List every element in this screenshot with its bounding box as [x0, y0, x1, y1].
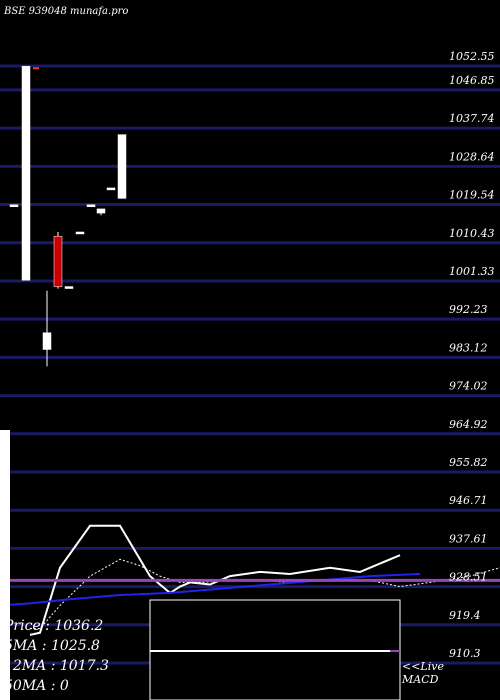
y-tick-label: 1052.55	[449, 50, 495, 63]
candle-body	[9, 204, 19, 207]
y-tick-label: 955.82	[449, 456, 488, 469]
y-tick-label: 964.92	[449, 418, 488, 431]
y-tick-label: 1019.54	[449, 189, 495, 202]
candles-layer	[9, 65, 127, 367]
y-tick-label: 919.4	[449, 609, 481, 622]
candle-body	[53, 235, 63, 287]
candle-body	[64, 286, 74, 289]
candle-body	[42, 332, 52, 350]
legend-5ma: 5MA : 1025.8	[4, 638, 100, 654]
y-tick-label: 1010.43	[449, 227, 495, 240]
candle-body	[117, 134, 127, 199]
indicator-lines-layer	[0, 524, 500, 636]
y-tick-label: 1037.74	[449, 112, 495, 125]
y-tick-label: 974.02	[449, 380, 488, 393]
volume-strip	[0, 430, 10, 700]
price-marker	[33, 67, 39, 70]
y-tick-label: 1046.85	[449, 74, 495, 87]
y-tick-label: 910.3	[449, 647, 481, 660]
indicator-line-1	[29, 524, 401, 636]
candle-body	[21, 65, 31, 281]
candle-body	[86, 204, 96, 207]
y-tick-labels: 1052.55 1046.85 1037.74 1028.64 1019.54 1010.…	[449, 50, 495, 660]
y-tick-label: 946.71	[449, 494, 488, 507]
candle-body	[106, 187, 116, 191]
candle-body	[75, 231, 85, 235]
ma-legend: Price : 1036.2 5MA : 1025.8 12MA : 1017.…	[4, 616, 154, 696]
legend-12ma: 12MA : 1017.3	[4, 658, 109, 674]
legend-50ma: 50MA : 0	[4, 678, 69, 694]
y-tick-label: 992.23	[449, 303, 488, 316]
macd-label: <<Live MACD	[402, 660, 462, 686]
indicator-line-3	[0, 573, 421, 607]
legend-price: Price : 1036.2	[4, 618, 104, 634]
y-tick-label: 983.12	[449, 341, 488, 354]
y-tick-label: 1028.64	[449, 150, 495, 163]
macd-name-label: MACD	[402, 673, 439, 686]
chart-title: BSE 939048 munafa.pro	[3, 6, 128, 17]
y-tick-label: 928.51	[449, 571, 488, 584]
candle-body	[96, 208, 106, 214]
y-tick-label: 937.61	[449, 532, 488, 545]
macd-live-label: <<Live	[402, 660, 444, 673]
y-tick-label: 1001.33	[449, 265, 495, 278]
